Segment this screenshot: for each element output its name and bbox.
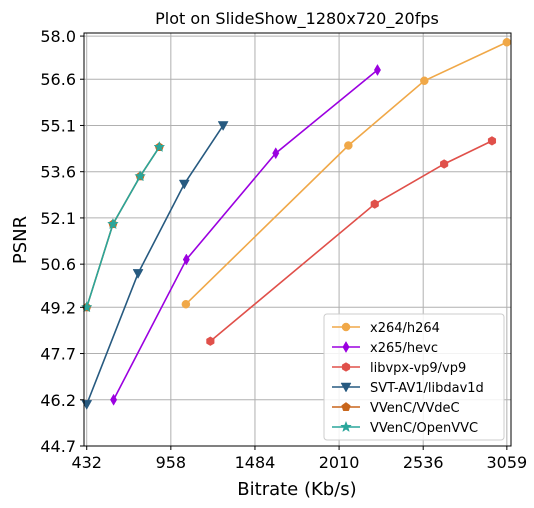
series-4: [81, 121, 229, 410]
data-point: [80, 301, 93, 313]
series-line: [209, 140, 493, 342]
legend-label: x265/hevc: [370, 341, 438, 356]
data-point: [440, 159, 449, 169]
series-6: [80, 140, 166, 313]
legend-entry: libvpx-vp9/vp9: [332, 361, 466, 376]
legend-marker: [341, 362, 351, 372]
x-tick-label: 958: [156, 453, 187, 472]
y-tick-label: 55.1: [40, 116, 76, 135]
series-line: [85, 146, 160, 308]
data-point: [272, 147, 280, 160]
legend-label: VVenC/OpenVVC: [370, 421, 478, 436]
plot-frame: [83, 32, 512, 447]
series-line: [85, 125, 224, 405]
data-point: [134, 170, 147, 182]
series-1: [181, 37, 512, 309]
legend-marker: [341, 402, 351, 411]
x-tick-label: 2010: [319, 453, 360, 472]
legend-marker: [340, 420, 352, 433]
y-tick-label: 47.7: [40, 345, 76, 364]
data-point: [344, 141, 353, 150]
data-point: [373, 63, 381, 76]
series-5: [82, 142, 164, 312]
data-point: [153, 140, 166, 153]
data-point: [178, 179, 190, 190]
y-tick-label: 52.1: [40, 209, 76, 228]
legend-label: VVenC/VVdeC: [370, 401, 460, 416]
y-tick-label: 44.7: [40, 437, 76, 456]
series-2: [110, 63, 381, 406]
y-tick-label: 53.6: [40, 163, 76, 182]
x-tick-label: 432: [71, 453, 102, 472]
data-point: [181, 299, 191, 309]
y-axis-label: PSNR: [10, 216, 31, 264]
x-tick-label: 3059: [486, 453, 527, 472]
y-tick-label: 49.2: [40, 298, 76, 317]
legend-entry: x264/h264: [332, 321, 440, 336]
legend-label: SVT-AV1/libdav1d: [370, 381, 484, 396]
series-layer: [80, 37, 512, 410]
data-point: [420, 76, 429, 86]
x-tick-label: 2536: [403, 453, 444, 472]
x-tick-label: 1484: [235, 453, 276, 472]
data-point: [487, 136, 497, 146]
series-line: [185, 41, 508, 305]
y-tick-label: 56.6: [40, 70, 76, 89]
legend-entry: VVenC/VVdeC: [332, 401, 460, 416]
y-tick-label: 58.0: [40, 27, 76, 46]
y-tick-label: 46.2: [40, 391, 76, 410]
data-point: [217, 121, 229, 131]
data-point: [107, 217, 119, 230]
data-point: [206, 336, 215, 346]
data-point: [81, 400, 93, 410]
series-line: [112, 69, 378, 401]
series-3: [206, 136, 497, 346]
data-point: [370, 199, 379, 209]
grid: [84, 33, 511, 447]
legend-marker: [340, 382, 352, 393]
data-point: [110, 393, 118, 406]
data-point: [182, 253, 190, 266]
legend-entry: VVenC/OpenVVC: [332, 420, 478, 436]
series-line: [85, 146, 160, 308]
chart-title: Plot on SlideShow_1280x720_20fps: [155, 9, 439, 29]
legend-marker: [342, 341, 350, 353]
legend-entry: x265/hevc: [332, 341, 438, 356]
data-point: [132, 269, 144, 279]
legend-marker: [341, 322, 351, 332]
data-point: [502, 37, 512, 47]
legend-entry: SVT-AV1/libdav1d: [332, 381, 484, 396]
legend-box: [323, 313, 505, 441]
legend: x264/h264 x265/hevc libvpx-vp9/vp9 SVT-AV1/…: [323, 313, 505, 441]
legend-label: libvpx-vp9/vp9: [370, 361, 466, 376]
x-axis-label: Bitrate (Kb/s): [237, 479, 356, 500]
y-tick-label: 50.6: [40, 255, 76, 274]
legend-label: x264/h264: [370, 321, 440, 336]
ticks: 432 958 1484 2010 2536 3059 44.7 46.2 47.7 49.2 50…: [40, 27, 527, 472]
